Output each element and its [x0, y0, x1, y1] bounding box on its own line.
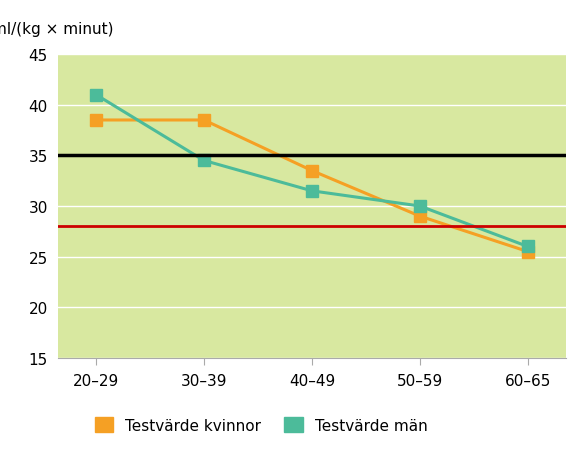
- Legend: Testvärde kvinnor, Testvärde män: Testvärde kvinnor, Testvärde män: [95, 417, 427, 433]
- Testvärde kvinnor: [524, 249, 531, 255]
- Testvärde män: [308, 189, 315, 194]
- Line: Testvärde kvinnor: Testvärde kvinnor: [90, 114, 534, 258]
- Testvärde kvinnor: [93, 118, 100, 123]
- Testvärde män: [201, 158, 208, 164]
- Testvärde kvinnor: [201, 118, 208, 123]
- Testvärde kvinnor: [416, 214, 423, 219]
- Text: ml/(kg × minut): ml/(kg × minut): [0, 22, 114, 37]
- Testvärde män: [524, 244, 531, 250]
- Testvärde män: [93, 93, 100, 98]
- Testvärde män: [416, 204, 423, 209]
- Testvärde kvinnor: [308, 168, 315, 174]
- Line: Testvärde män: Testvärde män: [90, 89, 534, 253]
